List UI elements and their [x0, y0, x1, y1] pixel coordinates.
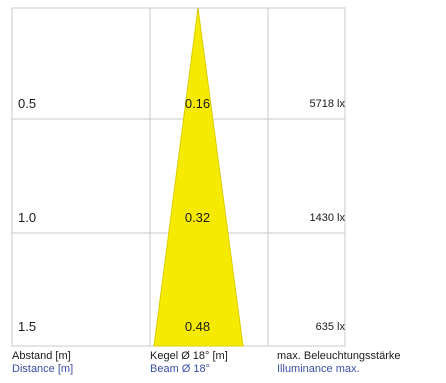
legend-cone-en: Beam Ø 18°	[150, 363, 211, 375]
distance-label: 1.5	[18, 319, 37, 334]
cone-diameter-value: 0.16	[184, 96, 211, 111]
distance-label: 0.5	[18, 96, 37, 111]
legend-cone-de: Kegel Ø 18° [m]	[150, 350, 228, 362]
illuminance-value: 635 lx	[315, 321, 345, 333]
legend-distance-en: Distance [m]	[12, 363, 74, 375]
legend-illuminance-en: Illuminance max.	[277, 363, 360, 375]
illuminance-value: 5718 lx	[309, 98, 345, 110]
distance-label: 1.0	[18, 210, 37, 225]
illuminance-value: 1430 lx	[309, 212, 345, 224]
legend-illuminance-de: max. Beleuchtungsstärke	[277, 350, 401, 362]
legend-distance-de: Abstand [m]	[12, 350, 71, 362]
cone-diameter-value: 0.48	[184, 319, 211, 334]
beam-cone	[153, 7, 244, 347]
cone-diameter-value: 0.32	[184, 210, 211, 225]
